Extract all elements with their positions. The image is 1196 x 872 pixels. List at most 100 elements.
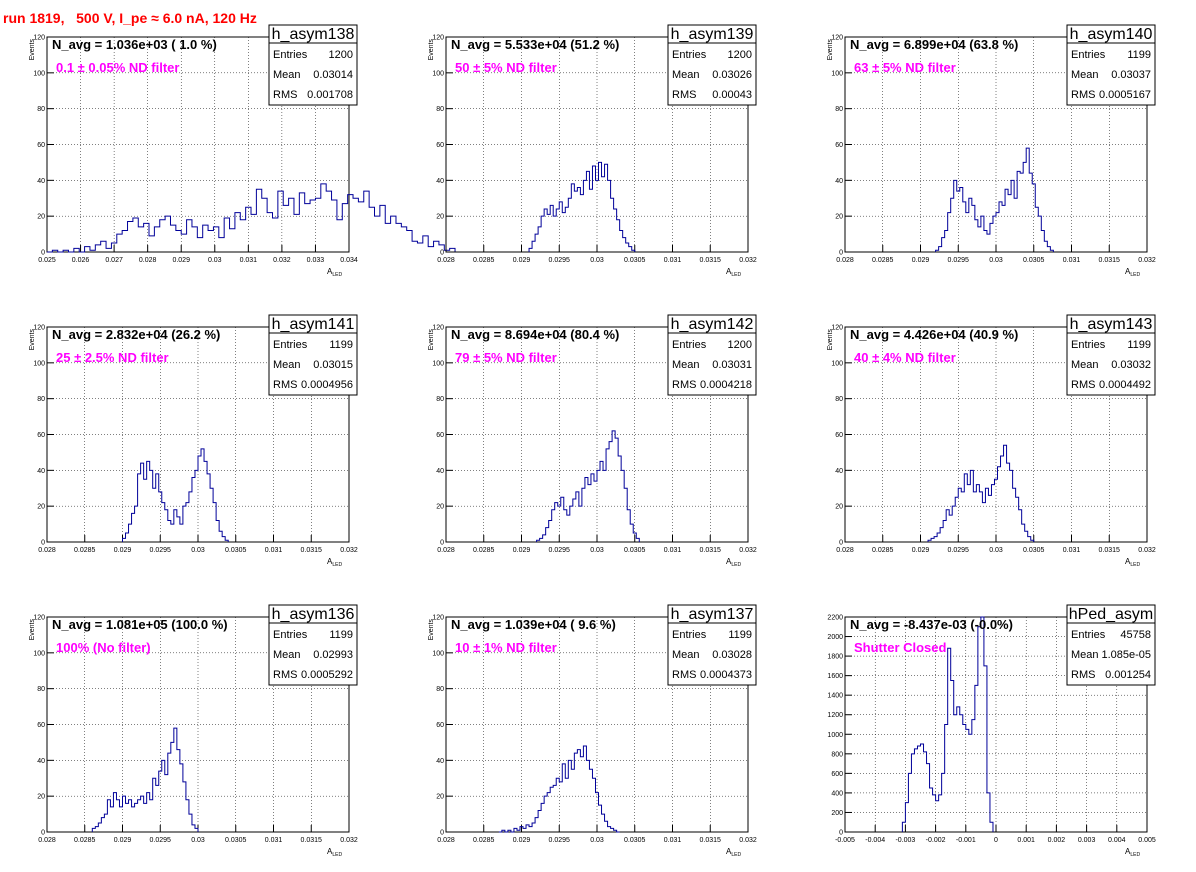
stats-values-box xyxy=(667,332,757,396)
x-axis-label: ALED xyxy=(726,557,741,568)
y-axis-label: Events xyxy=(428,39,435,61)
histogram-bin xyxy=(1050,250,1053,252)
histogram-bin xyxy=(192,227,197,252)
histogram-bin xyxy=(957,191,960,252)
histogram-bin xyxy=(154,227,159,252)
histogram-bin xyxy=(299,193,304,252)
histogram-bin xyxy=(600,461,603,542)
histogram-bin xyxy=(364,191,369,252)
y-tick-label: 0 xyxy=(839,250,843,257)
x-tick-label: 0.0295 xyxy=(150,547,172,554)
x-tick-label: 0.0315 xyxy=(1099,547,1121,554)
y-tick-label: 40 xyxy=(37,758,45,765)
histogram-bin xyxy=(256,189,261,252)
filter-label: 0.1 ± 0.05% ND filter xyxy=(56,60,179,75)
x-tick-label: 0.032 xyxy=(739,547,757,554)
histogram-bin xyxy=(208,231,213,253)
filter-label: Shutter Closed xyxy=(854,640,947,655)
histogram-bin xyxy=(905,803,908,832)
histogram-bin xyxy=(936,801,939,832)
x-tick-label: 0.0315 xyxy=(700,837,722,844)
histogram-bin xyxy=(1044,241,1047,252)
y-tick-label: 60 xyxy=(835,432,843,439)
histogram-bin xyxy=(632,250,635,252)
y-tick-label: 0 xyxy=(839,540,843,547)
x-tick-label: 0.0285 xyxy=(74,837,96,844)
histogram-line xyxy=(528,161,636,252)
histogram-bin xyxy=(192,825,195,832)
histogram-bin xyxy=(156,785,159,832)
histogram-bin xyxy=(74,248,79,252)
histogram-bin xyxy=(945,231,948,253)
x-tick-label: 0.0305 xyxy=(624,257,646,264)
x-tick-label: 0.0285 xyxy=(473,547,495,554)
histogram-bin xyxy=(595,180,598,252)
histogram-bin xyxy=(144,803,147,832)
x-tick-label: 0.0295 xyxy=(948,547,970,554)
histogram-bin xyxy=(138,800,141,832)
filter-label: 25 ± 2.5% ND filter xyxy=(56,350,169,365)
histogram-name: h_asym138 xyxy=(272,26,355,43)
x-tick-label: 0.0285 xyxy=(473,837,495,844)
stats-box: h_asym143 Entries 1199 Mean 0.03032 RMS 0.0004… xyxy=(1066,314,1156,396)
histogram-bin xyxy=(85,247,90,252)
histogram-bin xyxy=(960,715,963,832)
histogram-bin xyxy=(1017,171,1020,252)
stat-label-mean: Mean xyxy=(1071,69,1099,81)
histogram-bin xyxy=(98,823,101,832)
histogram-name: h_asym139 xyxy=(671,26,754,43)
y-tick-label: 2000 xyxy=(827,634,843,641)
stats-values-box xyxy=(1066,332,1156,396)
histogram-bin xyxy=(186,800,189,832)
histogram-bin xyxy=(978,627,981,832)
y-tick-label: 80 xyxy=(37,106,45,113)
histogram-bin xyxy=(126,533,129,542)
histogram-bin xyxy=(119,807,122,832)
histogram-bin xyxy=(1014,198,1017,252)
x-tick-label: 0.0305 xyxy=(1023,547,1045,554)
histogram-bin xyxy=(310,200,315,252)
histogram-bin xyxy=(943,521,946,543)
stats-box: hPed_asym Entries 45758 Mean 1.085e-05 RMS 0.0… xyxy=(1066,604,1156,686)
histogram-bin xyxy=(936,250,939,252)
y-tick-label: 1000 xyxy=(827,732,843,739)
stat-value-mean: 0.03014 xyxy=(313,69,353,81)
histogram-bin xyxy=(117,234,122,252)
y-tick-label: 100 xyxy=(33,70,45,77)
x-tick-label: 0.0295 xyxy=(150,837,172,844)
histogram-bin xyxy=(538,811,541,833)
histogram-bin xyxy=(614,830,617,832)
stat-label-rms: RMS xyxy=(672,379,696,391)
histogram-bin xyxy=(537,540,540,542)
histogram-bin xyxy=(630,524,633,542)
filter-label: 100% (No filter) xyxy=(56,640,151,655)
x-tick-label: 0.032 xyxy=(739,257,757,264)
histogram-line xyxy=(935,147,1054,252)
stats-values-box xyxy=(268,332,358,396)
y-tick-label: 40 xyxy=(835,178,843,185)
x-tick-label: 0.028 xyxy=(437,257,455,264)
x-tick-label: 0.028 xyxy=(836,257,854,264)
stat-label-rms: RMS xyxy=(672,89,696,101)
histogram-bin xyxy=(520,827,523,832)
histogram-bin xyxy=(996,213,999,252)
histogram-bin xyxy=(535,234,538,252)
stat-label-mean: Mean xyxy=(273,649,301,661)
stat-label-mean: Mean xyxy=(1071,649,1099,661)
x-tick-label: 0.031 xyxy=(664,837,682,844)
histogram-bin xyxy=(565,778,568,832)
histogram-bin xyxy=(165,775,168,832)
histogram-bin xyxy=(964,474,967,542)
stat-label-entries: Entries xyxy=(273,629,308,641)
histogram-bin xyxy=(957,707,960,832)
histogram-bin xyxy=(1008,195,1011,252)
x-axis-label: ALED xyxy=(726,267,741,278)
stat-value-rms: 0.0004373 xyxy=(700,669,752,681)
stats-values-box xyxy=(1066,42,1156,106)
y-tick-label: 120 xyxy=(432,615,444,622)
histogram-bin xyxy=(982,503,985,542)
stat-label-rms: RMS xyxy=(672,669,696,681)
histogram-bin xyxy=(993,216,996,252)
stat-label-entries: Entries xyxy=(273,49,308,61)
nav-header: N_avg = -8.437e-03 (-0.0%) xyxy=(850,617,1013,632)
